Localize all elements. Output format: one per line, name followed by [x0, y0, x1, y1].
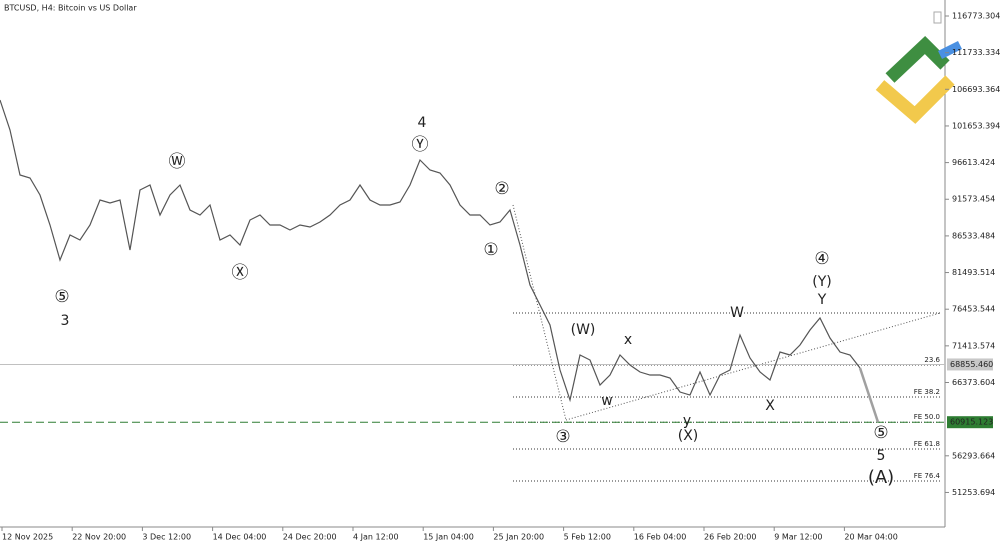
x-tick-label: 25 Jan 20:00 — [493, 533, 544, 542]
y-tick-label: 86533.484 — [952, 231, 995, 240]
wave-label: ② — [494, 179, 509, 199]
x-tick-label: 26 Feb 20:00 — [704, 533, 756, 542]
wave-label: (Y) — [812, 274, 831, 290]
wave-label: (X) — [678, 428, 699, 444]
x-tick-label: 15 Jan 04:00 — [423, 533, 474, 542]
y-tick-label: 101653.394 — [952, 121, 1000, 130]
x-tick-label: 9 Mar 12:00 — [774, 533, 822, 542]
y-tick-label: 76453.544 — [952, 305, 995, 314]
y-tick-label: 96613.424 — [952, 158, 995, 167]
x-tick-label: 4 Jan 12:00 — [353, 533, 399, 542]
y-tick-label: 51253.694 — [952, 488, 995, 497]
wave-label: ④ — [814, 249, 829, 269]
y-tick-label: 81493.514 — [952, 268, 995, 277]
chart-title: BTCUSD, H4: Bitcoin vs US Dollar — [4, 4, 137, 13]
y-tick-label: 71413.574 — [952, 341, 995, 350]
wave-label: 5 — [877, 448, 886, 464]
y-tick-label: 111733.334 — [952, 48, 1000, 57]
wave-label: ⑤ — [873, 423, 888, 443]
x-tick-label: 14 Dec 04:00 — [213, 533, 267, 542]
x-tick-label: 24 Dec 20:00 — [283, 533, 337, 542]
wave-label: 4 — [418, 115, 427, 131]
price-label: 60915.123 — [950, 418, 993, 427]
scroll-button[interactable] — [933, 11, 942, 24]
x-tick-label: 12 Nov 2025 — [2, 533, 53, 542]
wave-label: ③ — [555, 427, 570, 447]
wave-label: Ⓧ — [232, 263, 249, 283]
y-tick-label: 56293.664 — [952, 451, 995, 460]
wave-label: 3 — [61, 313, 70, 329]
y-tick-label: 66373.604 — [952, 378, 995, 387]
x-tick-label: 5 Feb 12:00 — [564, 533, 611, 542]
fib-label: FE 61.8 — [914, 440, 940, 448]
wave-label: x — [624, 332, 632, 348]
trend-line — [512, 204, 567, 421]
wave-label: Ⓦ — [169, 152, 186, 172]
wave-label: (W) — [571, 322, 596, 338]
wave-label: X — [765, 398, 775, 414]
trend-line — [565, 312, 941, 421]
wave-label: ⑤ — [54, 287, 69, 307]
fib-label: FE 50.0 — [914, 413, 940, 421]
projection — [858, 367, 880, 423]
wave-label: ① — [483, 240, 498, 260]
fib-label: FE 38.2 — [914, 388, 940, 396]
x-tick-label: 16 Feb 04:00 — [634, 533, 686, 542]
wave-label: y — [683, 413, 691, 429]
x-tick-label: 22 Nov 20:00 — [72, 533, 126, 542]
wave-label: w — [601, 393, 612, 409]
price-label: 68855.460 — [950, 360, 993, 369]
x-tick-label: 3 Dec 12:00 — [142, 533, 191, 542]
wave-label: Y — [817, 292, 827, 308]
y-tick-label: 106693.364 — [952, 85, 1000, 94]
y-tick-label: 116773.304 — [952, 11, 1000, 20]
price-label-box — [947, 358, 993, 371]
wave-label: (A) — [868, 467, 894, 488]
fib-label: 23.6 — [924, 356, 940, 364]
price-line-series — [0, 99, 861, 403]
wave-label: Ⓨ — [412, 135, 429, 155]
y-tick-label: 91573.454 — [952, 195, 995, 204]
price-label-box — [947, 416, 993, 429]
wave-label: W — [730, 305, 744, 321]
x-tick-label: 20 Mar 04:00 — [844, 533, 897, 542]
fib-label: FE 76.4 — [914, 472, 941, 480]
logo — [875, 35, 963, 124]
